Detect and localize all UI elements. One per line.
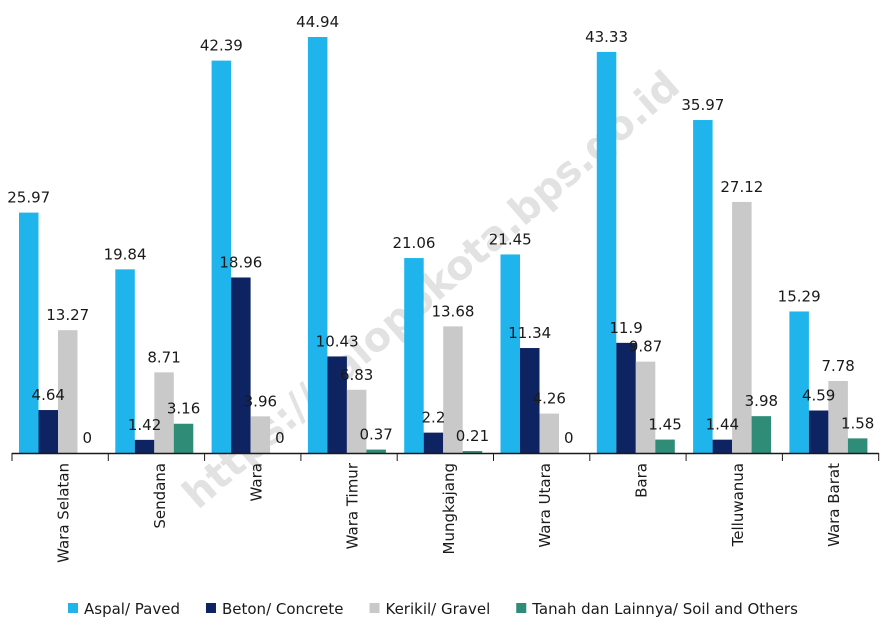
data-label: 3.16 bbox=[167, 400, 200, 418]
bar-wara-barat-kerikil-gravel bbox=[828, 380, 848, 453]
category-label: Bara bbox=[632, 463, 650, 498]
data-label: 1.45 bbox=[648, 416, 681, 434]
data-label: 0 bbox=[275, 429, 285, 447]
data-label: 21.45 bbox=[489, 230, 532, 248]
bar-wara-aspal-paved bbox=[211, 60, 232, 454]
bar-wara-timur-tanah-dan-lainnya-soil-and-others bbox=[366, 449, 386, 453]
bar-mungkajang-aspal-paved bbox=[404, 258, 424, 453]
value-labels-layer: 25.97 4.64 13.27 0 19.84 1.42 8.71 3.16 42.39 18.… bbox=[7, 13, 874, 447]
bar-wara-timur-kerikil-gravel bbox=[346, 389, 367, 453]
category-labels-layer: Wara Selatan Sendana Wara Wara Timur Mungkaj… bbox=[55, 462, 843, 563]
bar-wara-utara-beton-concrete bbox=[520, 348, 540, 453]
data-label: 44.94 bbox=[296, 13, 339, 31]
data-label: 35.97 bbox=[681, 96, 724, 114]
bar-telluwanua-aspal-paved bbox=[693, 120, 713, 453]
category-label: Wara bbox=[247, 463, 265, 501]
bar-mungkajang-beton-concrete bbox=[423, 432, 444, 453]
legend-swatch-kerikil-gravel bbox=[369, 603, 380, 613]
data-label: 1.42 bbox=[128, 416, 161, 434]
bar-wara-utara-kerikil-gravel bbox=[539, 413, 559, 453]
bar-sendana-kerikil-gravel bbox=[154, 372, 174, 453]
bar-sendana-aspal-paved bbox=[115, 269, 135, 453]
bar-telluwanua-tanah-dan-lainnya-soil-and-others bbox=[751, 416, 772, 453]
bar-wara-timur-beton-concrete bbox=[327, 356, 347, 453]
data-label: 0 bbox=[564, 429, 574, 447]
bar-wara-barat-aspal-paved bbox=[789, 311, 809, 453]
data-label: 7.78 bbox=[821, 357, 854, 375]
data-label: 11.34 bbox=[508, 324, 551, 342]
category-label: Sendana bbox=[151, 463, 169, 529]
category-label: Wara Utara bbox=[536, 463, 554, 548]
data-label: 27.12 bbox=[720, 178, 763, 196]
bar-telluwanua-beton-concrete bbox=[712, 439, 733, 453]
data-label: 0.37 bbox=[359, 426, 392, 444]
legend-label: Tanah dan Lainnya/ Soil and Others bbox=[531, 600, 798, 618]
data-label: 0.21 bbox=[456, 427, 489, 445]
category-label: Wara Selatan bbox=[55, 463, 73, 563]
bar-wara-selatan-aspal-paved bbox=[19, 212, 39, 453]
bar-mungkajang-tanah-dan-lainnya-soil-and-others bbox=[462, 451, 483, 453]
legend-swatch-tanah-dan-lainnya-soil-and-others bbox=[516, 603, 527, 613]
bar-telluwanua-kerikil-gravel bbox=[732, 201, 752, 453]
bar-wara-selatan-kerikil-gravel bbox=[58, 330, 78, 453]
bar-bara-aspal-paved bbox=[596, 51, 617, 453]
data-label: 2.2 bbox=[422, 409, 446, 427]
data-label: 15.29 bbox=[778, 287, 821, 305]
category-label: Wara Timur bbox=[344, 462, 362, 549]
bar-bara-kerikil-gravel bbox=[635, 361, 656, 453]
data-label: 1.58 bbox=[841, 414, 874, 432]
data-label: 4.26 bbox=[533, 390, 566, 408]
bar-bara-tanah-dan-lainnya-soil-and-others bbox=[655, 439, 675, 453]
data-label: 6.83 bbox=[340, 366, 373, 384]
legend-label: Beton/ Concrete bbox=[222, 600, 344, 618]
data-label: 18.96 bbox=[219, 253, 262, 271]
bar-wara-kerikil-gravel bbox=[250, 416, 271, 453]
data-label: 13.68 bbox=[431, 302, 474, 320]
data-label: 0 bbox=[82, 429, 92, 447]
bar-sendana-beton-concrete bbox=[134, 439, 155, 453]
legend: Aspal/ Paved Beton/ Concrete Kerikil/ Grav… bbox=[68, 600, 798, 618]
data-label: 4.64 bbox=[32, 386, 65, 404]
bar-wara-utara-aspal-paved bbox=[500, 254, 520, 453]
bar-wara-timur-aspal-paved bbox=[307, 37, 328, 453]
data-label: 13.27 bbox=[46, 306, 89, 324]
data-label: 25.97 bbox=[7, 189, 50, 207]
data-label: 10.43 bbox=[316, 332, 359, 350]
bar-wara-selatan-beton-concrete bbox=[38, 410, 58, 453]
data-label: 21.06 bbox=[392, 234, 435, 252]
data-label: 4.59 bbox=[802, 387, 835, 405]
legend-swatch-beton-concrete bbox=[205, 603, 216, 613]
bar-wara-beton-concrete bbox=[231, 277, 251, 453]
data-label: 8.71 bbox=[147, 348, 180, 366]
bar-wara-barat-beton-concrete bbox=[808, 410, 829, 453]
data-label: 43.33 bbox=[585, 28, 628, 46]
data-label: 9.87 bbox=[629, 338, 662, 356]
x-axis-ticks bbox=[11, 453, 880, 461]
bar-mungkajang-kerikil-gravel bbox=[443, 326, 463, 453]
legend-label: Aspal/ Paved bbox=[84, 600, 180, 618]
data-label: 11.9 bbox=[609, 319, 642, 337]
bar-wara-barat-tanah-dan-lainnya-soil-and-others bbox=[847, 438, 868, 453]
bar-bara-beton-concrete bbox=[616, 342, 636, 453]
category-label: Wara Barat bbox=[825, 463, 843, 547]
bar-sendana-tanah-dan-lainnya-soil-and-others bbox=[173, 423, 194, 453]
data-label: 3.98 bbox=[745, 392, 778, 410]
legend-label: Kerikil/ Gravel bbox=[385, 600, 490, 618]
category-label: Mungkajang bbox=[440, 463, 458, 554]
bars-layer bbox=[19, 37, 868, 454]
data-label: 42.39 bbox=[200, 37, 243, 55]
legend-swatch-aspal-paved bbox=[68, 603, 78, 613]
data-label: 19.84 bbox=[104, 245, 147, 263]
data-label: 1.44 bbox=[706, 416, 739, 434]
category-label: Telluwanua bbox=[729, 463, 747, 547]
data-label: 3.96 bbox=[244, 392, 277, 410]
